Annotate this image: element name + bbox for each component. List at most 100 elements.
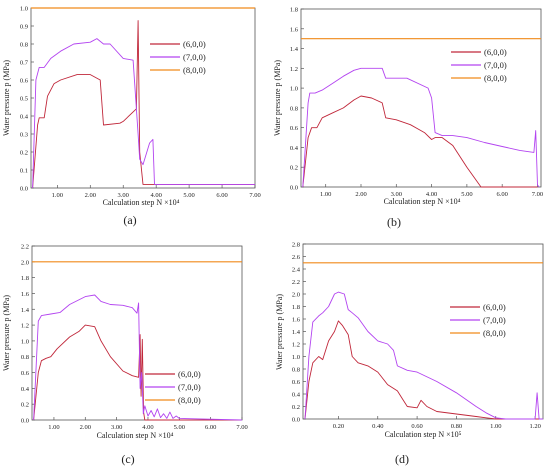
legend-label: (6,0,0)	[484, 47, 507, 57]
y-tick-label: 0.0	[290, 185, 298, 192]
series-line-600	[302, 95, 538, 188]
plot-frame	[300, 8, 542, 188]
y-tick-label: 0.4	[292, 392, 301, 399]
y-tick-label: 0.0	[21, 418, 29, 425]
y-tick-label: 1.8	[21, 275, 29, 282]
x-tick-label: 1.20	[529, 423, 540, 430]
series-line-700	[33, 294, 243, 421]
x-axis-label: Calculation step N ×10⁵	[385, 430, 462, 439]
y-tick-label: 1.2	[21, 323, 29, 330]
x-tick-label: 6.00	[205, 424, 216, 431]
y-tick-label: 2.2	[292, 279, 300, 286]
x-tick-label: 0.80	[451, 423, 462, 430]
x-tick-label: 3.00	[111, 424, 122, 431]
legend-label: (8,0,0)	[483, 328, 506, 338]
x-tick-label: 1.00	[48, 424, 59, 431]
y-tick-label: 2.8	[292, 242, 300, 249]
x-tick-label: 4.00	[426, 191, 437, 198]
panel-label: (d)	[395, 452, 409, 466]
x-tick-label: 7.00	[249, 192, 260, 199]
y-tick-label: 1.4	[292, 329, 301, 336]
legend: (6,0,0) (7,0,0) (8,0,0)	[450, 302, 506, 338]
x-tick-label: 0.60	[411, 423, 422, 430]
y-tick-label: 1.0	[290, 86, 298, 93]
panel-label: (a)	[123, 213, 136, 227]
y-tick-label: 1.4	[21, 307, 30, 314]
series-line-600	[33, 324, 242, 421]
x-tick-label: 4.00	[142, 424, 153, 431]
x-tick-label: 2.00	[85, 192, 96, 199]
y-tick-label: 0.6	[290, 125, 299, 132]
y-tick-label: 1.6	[292, 317, 301, 324]
x-tick-label: 7.00	[532, 191, 543, 198]
y-tick-label: 0.4	[290, 145, 299, 152]
y-tick-label: 2.2	[21, 244, 29, 251]
y-tick-label: 1.8	[292, 304, 300, 311]
panel-label: (b)	[387, 215, 401, 229]
y-tick-label: 2.4	[292, 267, 301, 274]
legend-label: (7,0,0)	[484, 60, 507, 70]
legend-label: (8,0,0)	[183, 65, 206, 75]
y-tick-label: 0.2	[290, 165, 298, 172]
chart-panel-d: 0.0 0.2 0.4 0.6 0.8 1.0 1.2 1.4 1.6 1.8 2.0 2.2 2.4 2…	[275, 242, 544, 466]
chart-panel-c: 0.0 0.2 0.4 0.6 0.8 1.0 1.2 1.4 1.6 1.8 2.0 2.2 1.00…	[2, 244, 248, 467]
x-axis-label: Calculation step N ×10⁴	[103, 198, 180, 207]
y-tick-label: 0.3	[20, 132, 28, 139]
x-tick-label: 7.00	[236, 424, 247, 431]
x-tick-label: 3.00	[118, 192, 129, 199]
series-line-700	[302, 67, 540, 188]
series-line-700	[304, 291, 543, 420]
y-tick-label: 0.5	[20, 96, 28, 103]
x-tick-label: 4.00	[150, 192, 161, 199]
y-tick-label: 0.0	[20, 186, 28, 193]
legend-label: (7,0,0)	[183, 52, 206, 62]
y-tick-label: 0.8	[21, 354, 29, 361]
plot-frame	[30, 7, 256, 189]
x-tick-label: 6.00	[216, 192, 227, 199]
y-tick-label: 1.2	[292, 342, 300, 349]
x-tick-label: 2.00	[355, 191, 366, 198]
y-tick-label: 0.6	[21, 370, 30, 377]
x-tick-label: 6.00	[496, 191, 507, 198]
y-tick-label: 1.8	[290, 7, 298, 14]
y-tick-label: 0.9	[20, 24, 28, 31]
x-tick-label: 5.00	[183, 192, 194, 199]
legend: (6,0,0) (7,0,0) (8,0,0)	[145, 369, 201, 405]
y-tick-label: 0.4	[21, 386, 30, 393]
y-tick-label: 0.6	[292, 379, 301, 386]
x-tick-label: 5.00	[174, 424, 185, 431]
x-tick-label: 2.00	[80, 424, 91, 431]
y-axis-label: Water pressure p (MPa)	[273, 60, 282, 136]
y-tick-label: 0.2	[20, 150, 28, 157]
series-line-700	[32, 38, 255, 189]
legend-label: (7,0,0)	[483, 315, 506, 325]
legend-label: (8,0,0)	[484, 73, 507, 83]
chart-panel-b: 0.0 0.2 0.4 0.6 0.8 1.0 1.2 1.4 1.6 1.8 1.00 2.00 3.…	[273, 7, 543, 230]
x-tick-label: 0.20	[333, 423, 344, 430]
x-axis-label: Calculation step N ×10⁴	[97, 431, 174, 440]
plot-frame	[302, 243, 544, 420]
x-tick-label: 1.00	[320, 191, 331, 198]
y-tick-label: 2.0	[292, 292, 300, 299]
legend: (6,0,0) (7,0,0) (8,0,0)	[451, 47, 507, 83]
legend-label: (6,0,0)	[483, 302, 506, 312]
y-tick-label: 2.0	[21, 259, 29, 266]
x-axis-label: Calculation step N ×10⁴	[384, 197, 461, 206]
y-tick-label: 1.4	[290, 46, 299, 53]
y-tick-label: 0.8	[20, 42, 28, 49]
y-tick-label: 1.0	[21, 338, 29, 345]
y-tick-label: 1.0	[292, 354, 300, 361]
y-tick-label: 2.6	[292, 254, 301, 261]
legend-label: (7,0,0)	[178, 382, 201, 392]
plot-frame	[31, 245, 243, 421]
panel-label: (c)	[121, 452, 134, 466]
y-tick-label: 0.1	[20, 168, 28, 175]
y-tick-label: 0.6	[20, 78, 29, 85]
series-line-600	[32, 20, 255, 189]
legend-label: (6,0,0)	[178, 369, 201, 379]
legend-label: (6,0,0)	[183, 39, 206, 49]
y-tick-label: 0.8	[292, 367, 300, 374]
x-tick-label: 5.00	[461, 191, 472, 198]
legend-label: (8,0,0)	[178, 395, 201, 405]
